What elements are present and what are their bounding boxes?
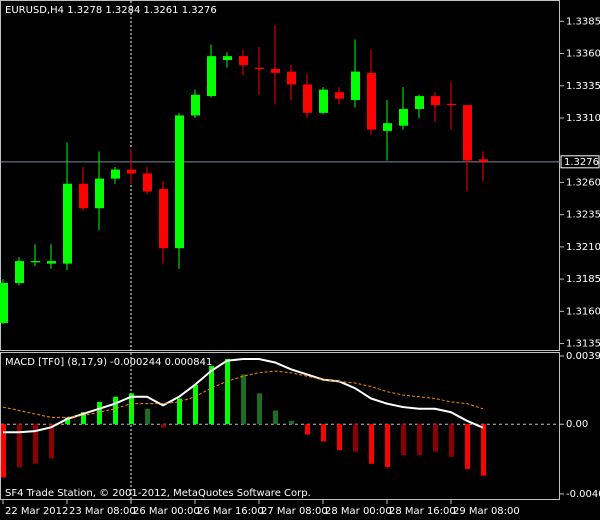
x-tick-label: 26 Mar 16:00 — [197, 506, 264, 517]
y-tick-label: 1.3235 — [566, 210, 600, 221]
histogram-bar — [209, 365, 214, 425]
indicator-line — [2, 370, 484, 418]
histogram-bar — [353, 424, 358, 452]
histogram-bar — [289, 420, 294, 425]
histogram-bar — [193, 384, 198, 425]
candle-body — [159, 188, 168, 249]
candle-body — [303, 84, 312, 113]
x-tick-label: 27 Mar 08:00 — [261, 506, 328, 517]
candle-body — [191, 94, 200, 116]
y-tick-label: 1.3210 — [566, 242, 600, 253]
histogram-bar — [97, 401, 102, 425]
candle-body — [31, 261, 40, 263]
histogram-bar — [17, 424, 22, 468]
histogram-bar — [49, 424, 54, 459]
candle-body — [175, 115, 184, 249]
y-tick-label: -0.004063 — [566, 489, 600, 500]
x-tick-label: 29 Mar 08:00 — [453, 506, 520, 517]
histogram-bar — [273, 410, 278, 425]
histogram-bar — [177, 398, 182, 425]
histogram-bar — [337, 424, 342, 450]
x-tick-label: 26 Mar 00:00 — [133, 506, 200, 517]
candle-body — [63, 183, 72, 264]
y-tick-label: 1.3260 — [566, 177, 600, 188]
y-tick-label: 0.003977 — [566, 351, 600, 362]
histogram-bar — [465, 424, 470, 469]
candle-body — [447, 103, 456, 106]
histogram-bar — [417, 424, 422, 456]
y-tick-label: 1.3335 — [566, 81, 600, 92]
candle-body — [335, 92, 344, 99]
candle-body — [383, 123, 392, 131]
histogram-bar — [369, 424, 374, 464]
candle-body — [95, 178, 104, 209]
candle-body — [207, 56, 216, 97]
candle-body — [271, 69, 280, 73]
candle-body — [351, 71, 360, 100]
candle-body — [127, 169, 136, 174]
y-tick-label: 1.3160 — [566, 306, 600, 317]
candle-body — [367, 72, 376, 130]
histogram-bar — [1, 424, 6, 478]
histogram-bar — [481, 424, 486, 476]
x-tick-label: 28 Mar 00:00 — [325, 506, 392, 517]
x-tick-label: 28 Mar 16:00 — [389, 506, 456, 517]
candle-body — [463, 105, 472, 161]
y-tick-label: 1.3360 — [566, 49, 600, 60]
candle-body — [415, 96, 424, 109]
candle-body — [15, 261, 24, 283]
candle-body — [111, 169, 120, 179]
candle-body — [143, 173, 152, 192]
candle-body — [223, 56, 232, 60]
macd-panel-frame — [0, 352, 560, 500]
histogram-bar — [65, 417, 70, 425]
candle-body — [79, 183, 88, 209]
indicator-title: MACD [TF0] (8,17,9) -0.000244 0.000841 — [5, 357, 212, 368]
indicator-line — [3, 358, 484, 434]
histogram-bar — [385, 424, 390, 468]
candle-body — [479, 159, 488, 162]
chart-title: EURUSD,H4 1.3278 1.3284 1.3261 1.3276 — [5, 5, 217, 16]
histogram-bar — [449, 424, 454, 457]
histogram-bar — [305, 424, 310, 435]
histogram-bar — [257, 393, 262, 425]
copyright: SF4 Trade Station, © 2001-2012, MetaQuot… — [5, 488, 311, 499]
current-price-box — [560, 155, 600, 169]
candle-body — [287, 71, 296, 85]
histogram-bar — [81, 412, 86, 425]
histogram-bar — [241, 374, 246, 425]
y-tick-label: 1.3385 — [566, 16, 600, 27]
candle-body — [431, 96, 440, 106]
candle-body — [319, 89, 328, 113]
x-tick-label: 22 Mar 2012 — [5, 506, 68, 517]
histogram-bar — [401, 424, 406, 456]
histogram-bar — [113, 396, 118, 425]
histogram-bar — [225, 359, 230, 425]
y-tick-label: 0.00 — [566, 419, 588, 430]
histogram-bar — [321, 424, 326, 442]
histogram-bar — [145, 408, 150, 425]
histogram-bar — [161, 424, 166, 428]
candle-body — [239, 56, 248, 66]
price-panel-frame — [0, 0, 560, 351]
candle-body — [0, 282, 8, 323]
candle-body — [399, 108, 408, 126]
current-price-label: 1.3276 — [564, 157, 599, 168]
histogram-bar — [129, 393, 134, 425]
histogram-bar — [33, 424, 38, 464]
x-tick-label: 23 Mar 08:00 — [69, 506, 136, 517]
y-tick-label: 1.3310 — [566, 113, 600, 124]
plot-layer: 1.3135 1.3160 1.3185 1.3210 1.3235 1.3260 1.33… — [0, 16, 600, 517]
histogram-bar — [433, 424, 438, 452]
candle-body — [47, 261, 56, 264]
y-tick-label: 1.3135 — [566, 339, 600, 350]
candle-body — [255, 67, 264, 70]
y-tick-label: 1.3185 — [566, 274, 600, 285]
